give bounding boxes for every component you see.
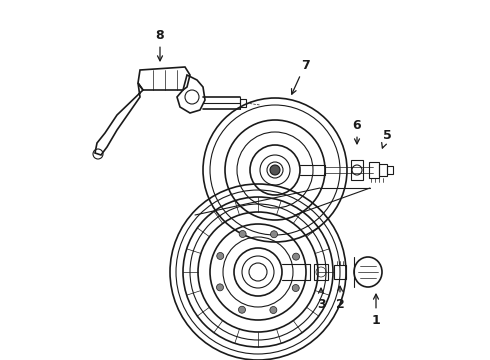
Circle shape	[270, 231, 277, 238]
Circle shape	[217, 252, 224, 260]
Circle shape	[239, 230, 246, 238]
Text: 7: 7	[292, 59, 309, 94]
Text: 1: 1	[371, 294, 380, 327]
Bar	[334, 265, 346, 279]
Circle shape	[239, 306, 245, 313]
Circle shape	[270, 165, 280, 175]
Bar	[351, 160, 363, 180]
Bar	[240, 99, 246, 107]
Bar	[369, 162, 379, 178]
Text: 2: 2	[336, 286, 344, 310]
Bar	[314, 264, 328, 280]
Text: 8: 8	[156, 28, 164, 61]
Text: 6: 6	[353, 118, 361, 144]
Text: 3: 3	[317, 288, 325, 310]
Circle shape	[292, 284, 299, 292]
Circle shape	[270, 306, 277, 314]
Circle shape	[217, 284, 223, 291]
Circle shape	[293, 253, 299, 260]
Text: 4: 4	[0, 359, 1, 360]
Bar	[379, 164, 387, 176]
Bar	[387, 166, 393, 174]
Text: 5: 5	[382, 129, 392, 148]
